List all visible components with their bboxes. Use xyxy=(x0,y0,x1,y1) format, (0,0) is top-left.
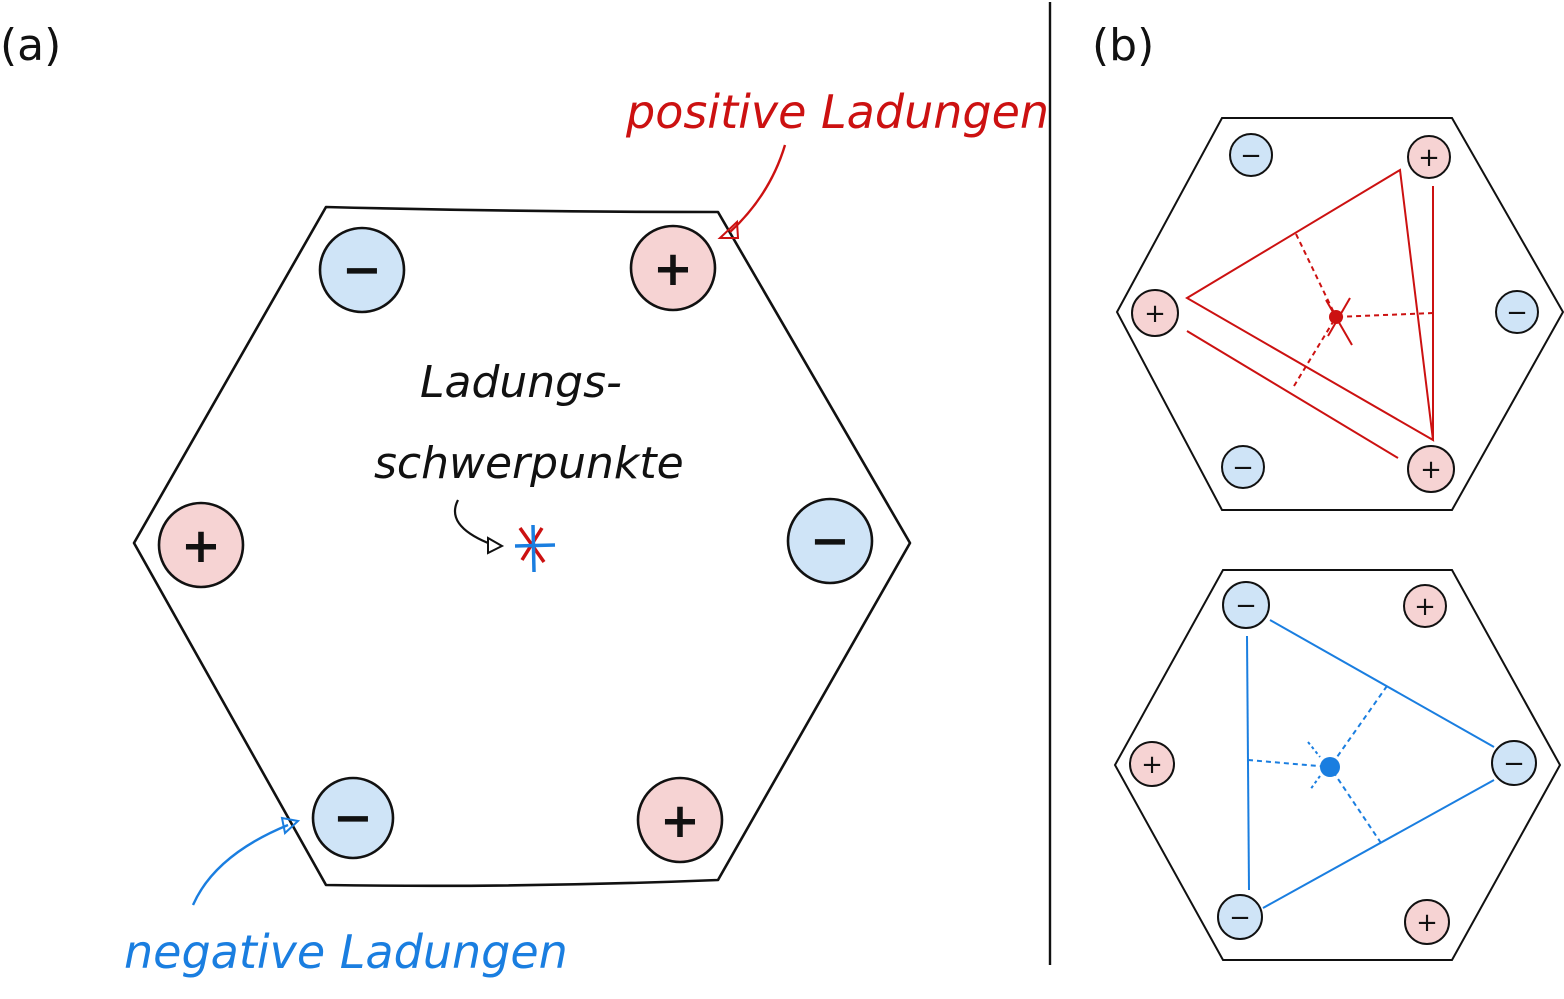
centroid-negative xyxy=(1307,741,1340,791)
center-arrow-line xyxy=(453,499,489,545)
negative-arrow-head xyxy=(280,816,301,835)
positive-charge-a-left: + xyxy=(157,501,245,589)
negative-arrow-line xyxy=(191,823,289,906)
center-label-line1: Ladungs- xyxy=(420,357,622,408)
positive-charges-label: positive Ladungen xyxy=(625,85,1049,139)
hexagon-positive-triangle: − + + − − + xyxy=(1115,117,1564,511)
positive-charge-a-top-right: + xyxy=(629,224,717,312)
centroid-star-a xyxy=(514,524,556,573)
negative-charge-b1: − xyxy=(1229,133,1273,177)
panel-b: (b) − + xyxy=(1092,20,1564,961)
positive-triangle xyxy=(1185,168,1435,442)
panel-a-label: (a) xyxy=(0,20,61,71)
negative-charge-b5: − xyxy=(1491,740,1537,786)
positive-arrow-head xyxy=(717,219,740,239)
positive-triangle-side xyxy=(1186,330,1399,459)
negative-charge-b3: − xyxy=(1221,445,1265,489)
centroid-positive xyxy=(1325,297,1353,346)
center-label-line2: schwerpunkte xyxy=(374,438,684,489)
panel-b-label: (b) xyxy=(1092,20,1154,71)
plus-symbol: + xyxy=(1141,750,1163,780)
plus-symbol: + xyxy=(1420,455,1442,485)
minus-symbol: − xyxy=(1503,749,1525,779)
positive-charge-a-bottom-right: + xyxy=(636,776,724,864)
minus-symbol: − xyxy=(1232,453,1254,483)
plus-symbol: + xyxy=(1416,908,1438,938)
hexagon-negative-triangle: − + + − − + xyxy=(1113,569,1562,961)
positive-charge-b2: + xyxy=(1131,289,1179,337)
negative-charge-b2: − xyxy=(1495,290,1539,334)
plus-symbol: + xyxy=(653,241,693,297)
hexagon-outline-b-bottom xyxy=(1113,569,1562,961)
plus-symbol: + xyxy=(1418,143,1440,173)
positive-charge-b6: + xyxy=(1404,899,1450,945)
minus-symbol: − xyxy=(810,513,850,569)
minus-symbol: − xyxy=(1240,141,1262,171)
panel-a: (a) − + + − − + xyxy=(0,20,1049,979)
negative-charge-b4: − xyxy=(1222,581,1270,629)
hexagon-outline-b-top xyxy=(1115,117,1564,511)
positive-charge-b3: + xyxy=(1407,445,1455,493)
negative-charge-a-bottom-left: − xyxy=(311,776,395,860)
hexagon-outline-a xyxy=(132,205,912,888)
negative-charge-a-top-left: − xyxy=(318,226,406,314)
minus-symbol: − xyxy=(342,242,382,298)
positive-charge-b1: + xyxy=(1407,135,1451,179)
negative-charge-b6: − xyxy=(1217,894,1263,940)
positive-arrow-line xyxy=(729,144,787,233)
center-arrow-head xyxy=(487,536,505,555)
minus-symbol: − xyxy=(1235,591,1257,621)
minus-symbol: − xyxy=(1229,903,1251,933)
plus-symbol: + xyxy=(1414,592,1436,622)
negative-charges-label: negative Ladungen xyxy=(124,925,568,979)
plus-symbol: + xyxy=(660,793,700,849)
minus-symbol: − xyxy=(333,790,373,846)
positive-charge-b5: + xyxy=(1129,741,1175,787)
minus-symbol: − xyxy=(1506,298,1528,328)
plus-symbol: + xyxy=(1144,299,1166,329)
negative-charge-a-right: − xyxy=(786,497,874,585)
plus-symbol: + xyxy=(181,518,221,574)
positive-charge-b4: + xyxy=(1403,584,1447,628)
